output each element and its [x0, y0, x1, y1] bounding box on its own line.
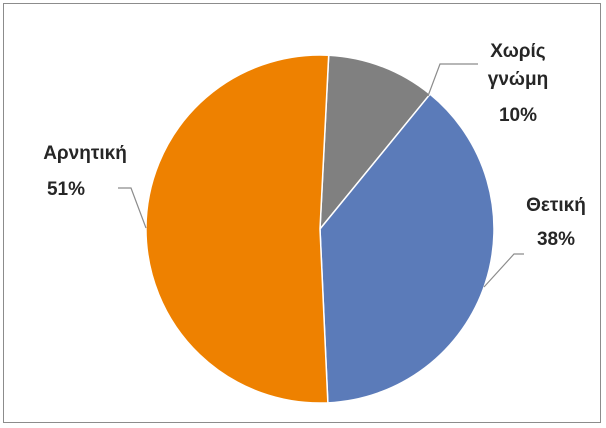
- leader-line-positive: [483, 253, 524, 288]
- pie-slices: [145, 54, 495, 404]
- slice-percent-negative: 51%: [47, 179, 85, 200]
- data-labels: Χωρίς γνώμη 10% Θετική 38% Αρνητική 51%: [43, 41, 586, 250]
- slice-label-negative: Αρνητική: [43, 143, 127, 164]
- leader-lines: [118, 63, 524, 288]
- slice-no-opinion: [319, 54, 432, 232]
- slice-percent-positive: 38%: [537, 229, 575, 250]
- slice-label-positive: Θετική: [526, 195, 586, 216]
- slice-percent-no-opinion: 10%: [499, 105, 537, 126]
- slice-negative: [145, 54, 330, 404]
- slice-label-no-opinion-line1: Χωρίς: [490, 41, 546, 62]
- slice-positive: [319, 93, 495, 404]
- leader-line-negative: [118, 187, 147, 229]
- slice-label-no-opinion-line2: γνώμη: [488, 69, 548, 90]
- leader-line-no-opinion: [427, 63, 478, 97]
